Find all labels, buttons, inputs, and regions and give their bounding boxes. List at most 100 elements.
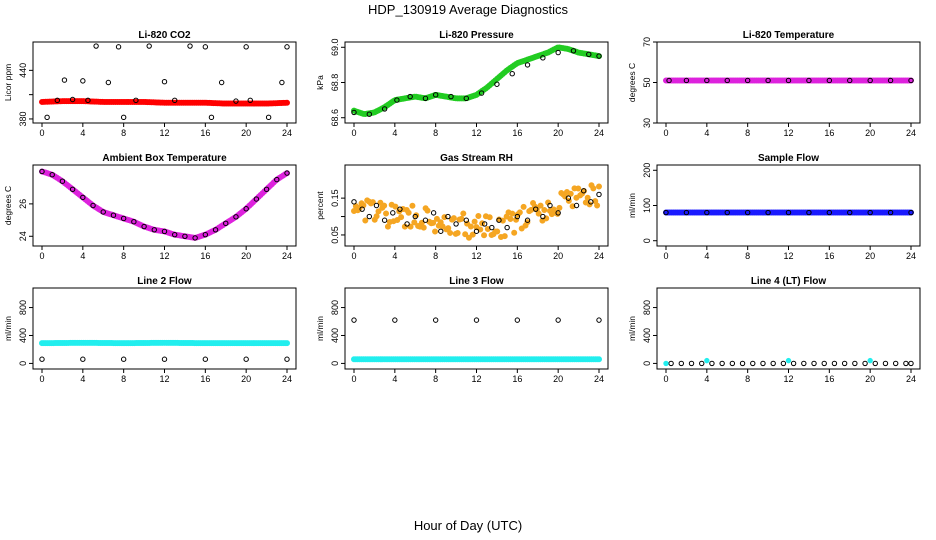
data-point (412, 213, 418, 220)
data-point (212, 227, 219, 233)
y-tick-label: 0.15 (330, 189, 340, 207)
panel-title: Li-820 CO2 (138, 30, 191, 41)
data-point (392, 317, 398, 323)
data-point (486, 214, 493, 221)
data-point (509, 210, 516, 217)
y-axis-label: Licor ppm (3, 64, 13, 101)
data-point (478, 90, 485, 96)
x-tick-label: 4 (392, 128, 397, 138)
data-point (39, 168, 45, 175)
data-point (704, 357, 710, 364)
data-point (404, 221, 410, 227)
data-point (887, 77, 894, 84)
data-point (424, 207, 431, 214)
data-point (806, 209, 812, 216)
data-point (862, 360, 868, 367)
data-point (719, 360, 725, 367)
y-tick-label: 69.0 (330, 39, 340, 57)
data-point (375, 208, 382, 215)
data-point (524, 217, 531, 223)
data-point (447, 229, 454, 236)
data-point (704, 209, 710, 216)
x-axis-caption: Hour of Day (UTC) (413, 518, 523, 533)
x-tick-label: 20 (241, 128, 251, 138)
data-point (496, 217, 502, 223)
y-tick-label: 0 (642, 361, 652, 366)
data-point (586, 201, 593, 208)
data-point (93, 43, 99, 49)
x-tick-label: 4 (704, 374, 709, 384)
x-tick-label: 4 (80, 374, 85, 384)
data-point (509, 70, 515, 77)
x-tick-label: 12 (471, 251, 481, 261)
data-point (420, 224, 427, 231)
data-point (283, 340, 290, 347)
x-tick-label: 16 (200, 374, 210, 384)
y-tick-label: 400 (642, 328, 652, 343)
data-point (516, 209, 523, 216)
series-orange (350, 182, 603, 241)
data-point (463, 95, 469, 102)
data-point (847, 77, 853, 84)
data-point (524, 62, 531, 68)
data-point (790, 360, 797, 367)
x-tick-label: 24 (282, 374, 292, 384)
data-point (133, 97, 139, 104)
data-point (750, 360, 756, 367)
data-point (161, 228, 168, 235)
x-tick-label: 24 (594, 251, 604, 261)
y-axis-label: kPa (315, 75, 325, 90)
data-point (473, 228, 480, 234)
y-axis-label: degrees C (627, 63, 637, 102)
data-point (540, 55, 546, 61)
panel-title: Line 2 Flow (137, 276, 192, 287)
data-point (547, 202, 553, 209)
data-point (499, 217, 506, 224)
x-tick-label: 8 (121, 251, 126, 261)
y-tick-label: 100 (642, 198, 652, 213)
series-black (351, 317, 602, 323)
data-point (233, 98, 239, 104)
data-point (469, 231, 476, 238)
x-tick-label: 16 (824, 374, 834, 384)
x-tick-label: 8 (745, 374, 750, 384)
data-point (90, 202, 96, 209)
data-point (594, 202, 601, 209)
data-point (422, 95, 429, 102)
y-tick-label: 800 (642, 300, 652, 315)
panel-title: Line 4 (LT) Flow (751, 276, 827, 287)
data-point (151, 227, 157, 233)
data-point (760, 360, 766, 367)
data-point (283, 99, 290, 106)
data-point (570, 48, 577, 54)
data-point (100, 209, 106, 215)
data-point (432, 228, 439, 235)
data-point (362, 217, 369, 224)
panel-title: Sample Flow (758, 153, 819, 164)
data-point (739, 360, 746, 367)
data-point (392, 203, 399, 210)
x-tick-label: 20 (241, 374, 251, 384)
data-point (381, 106, 388, 112)
data-point (704, 77, 710, 84)
data-point (438, 228, 444, 234)
y-tick-label: 400 (330, 328, 340, 343)
data-point (253, 196, 260, 202)
data-point (373, 202, 380, 209)
data-point (233, 214, 239, 220)
data-point (351, 317, 357, 323)
panel-7: Line 3 Flow 0 4 8 12 16 20 24 0 400 800 ml/min (315, 276, 609, 384)
data-point (588, 199, 594, 205)
x-tick-label: 16 (512, 251, 522, 261)
data-point (872, 360, 878, 367)
data-point (596, 356, 603, 363)
data-point (584, 194, 591, 201)
data-point (390, 210, 396, 216)
data-point (218, 79, 225, 86)
data-point (471, 218, 478, 225)
data-point (369, 199, 376, 206)
data-point (514, 213, 521, 220)
data-point (489, 224, 495, 231)
data-point (115, 44, 122, 50)
x-tick-label: 4 (704, 251, 709, 261)
